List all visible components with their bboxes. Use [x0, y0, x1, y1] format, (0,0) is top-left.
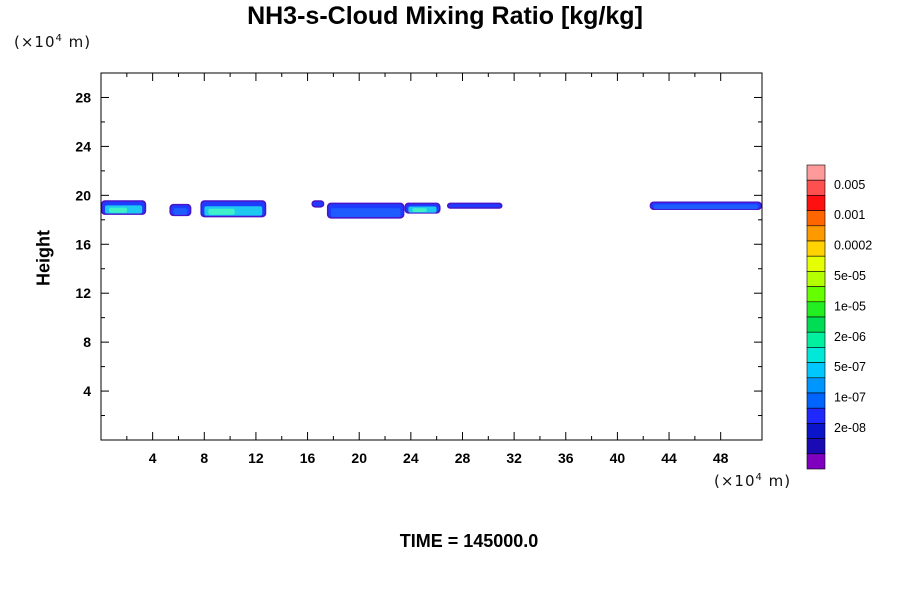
colorbar-swatch	[806, 438, 826, 455]
colorbar-swatch	[806, 179, 826, 196]
y-tick-label: 8	[83, 334, 91, 350]
x-tick-label: 40	[610, 450, 626, 466]
colorbar-label: 1e-07	[834, 391, 866, 405]
cloud-patch-core	[653, 204, 758, 210]
colorbar-label: 5e-07	[834, 360, 866, 374]
colorbar-label: 5e-05	[834, 269, 866, 283]
time-label: TIME = 145000.0	[399, 531, 539, 551]
y-tick-label: 12	[75, 285, 91, 301]
x-axis-unit: (×104 m)	[714, 472, 792, 490]
y-tick-label: 4	[83, 383, 91, 399]
colorbar-label: 2e-06	[834, 330, 866, 344]
colorbar-swatch	[806, 210, 826, 227]
x-tick-label: 12	[248, 450, 264, 466]
cloud-patch-mid	[312, 201, 323, 207]
colorbar-swatch	[806, 225, 826, 242]
x-tick-label: 16	[300, 450, 316, 466]
colorbar-swatch	[806, 271, 826, 287]
x-tick-label: 44	[661, 450, 677, 466]
x-tick-label: 8	[200, 450, 208, 466]
cloud-patch-core	[173, 208, 188, 215]
colorbar-label: 2e-08	[834, 421, 866, 435]
chart-title: NH3-s-Cloud Mixing Ratio [kg/kg]	[247, 2, 643, 30]
colorbar-swatch	[806, 240, 826, 257]
x-tick-label: 36	[558, 450, 574, 466]
colorbar-swatch	[806, 286, 826, 303]
cloud-patch-peak	[412, 208, 427, 213]
cloud-contours	[101, 200, 762, 219]
colorbar-label: 0.001	[834, 208, 865, 222]
x-tick-label: 20	[351, 450, 367, 466]
colorbar-swatch	[806, 423, 826, 439]
y-tick-label: 28	[75, 89, 91, 105]
x-axis: 4 8 12 16 20 24 28 32 36 40 44 48	[126, 73, 729, 466]
y-tick-label: 16	[75, 236, 91, 252]
colorbar-swatch	[806, 301, 826, 318]
colorbar-swatch	[806, 453, 826, 470]
y-tick-label: 24	[75, 138, 91, 154]
colorbar-swatch	[806, 195, 826, 211]
cloud-patch-core	[330, 208, 401, 217]
x-tick-label: 48	[713, 450, 729, 466]
colorbar-swatch	[806, 377, 826, 394]
x-tick-label: 28	[455, 450, 471, 466]
colorbar-swatch	[806, 164, 826, 181]
cloud-patch-mid	[448, 204, 502, 208]
cloud-patch-peak	[109, 207, 128, 213]
colorbar-swatch	[806, 407, 826, 424]
y-tick-label: 20	[75, 187, 91, 203]
colorbar-swatch	[806, 392, 826, 409]
x-tick-label: 24	[403, 450, 419, 466]
colorbar-swatch	[806, 316, 826, 333]
x-tick-label: 32	[506, 450, 522, 466]
colorbar-swatch	[806, 331, 826, 348]
colorbar-swatch	[806, 362, 826, 379]
colorbar-label: 0.005	[834, 178, 865, 192]
plot-frame	[100, 72, 763, 441]
colorbar: 0.005 0.001 0.0002 5e-05 1e-05 2e-06 5e-07 1e-0…	[806, 164, 872, 470]
cloud-patch-peak	[208, 208, 235, 215]
y-axis-unit: (×104 m)	[14, 33, 92, 51]
colorbar-swatch	[806, 255, 826, 272]
colorbar-label: 0.0002	[834, 239, 872, 253]
colorbar-label: 1e-05	[834, 299, 866, 313]
y-axis: 4 8 12 16 20 24 28	[75, 89, 762, 417]
colorbar-swatch	[806, 347, 826, 363]
x-tick-label: 4	[149, 450, 157, 466]
